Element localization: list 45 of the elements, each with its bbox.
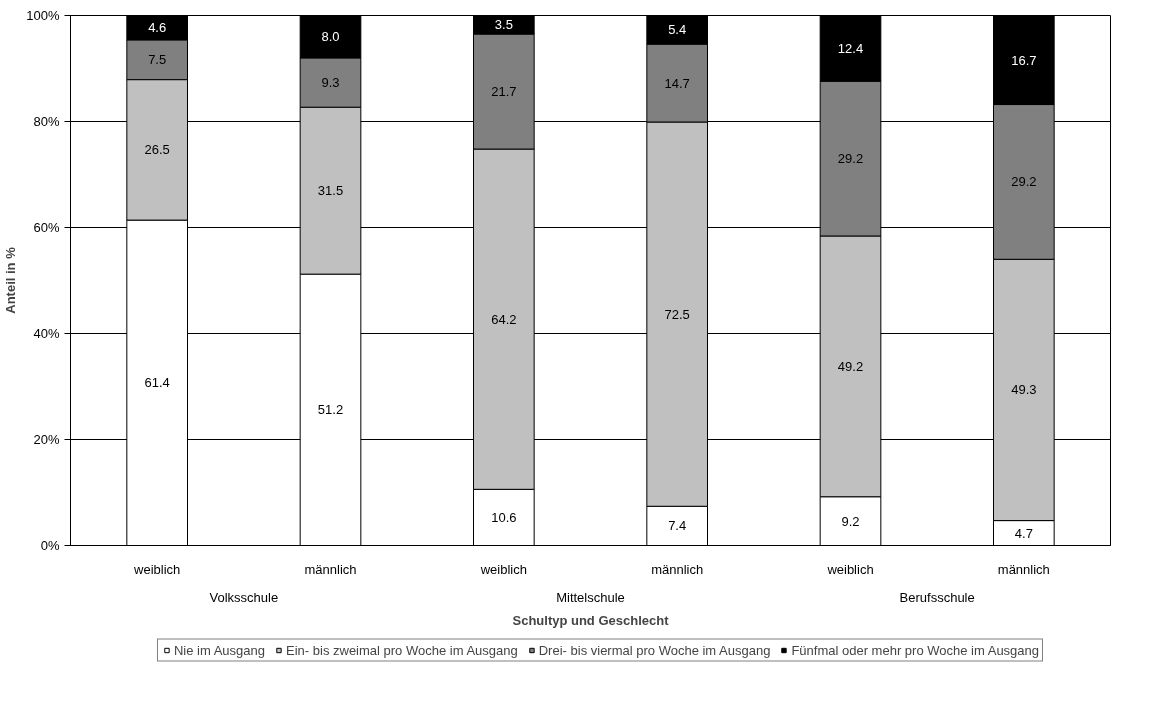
y-tick-label: 20% <box>33 432 60 447</box>
y-tick-label: 40% <box>33 326 60 341</box>
data-label: 16.7 <box>1011 52 1037 68</box>
y-axis-title: Anteil in % <box>3 246 19 314</box>
data-label: 10.6 <box>491 509 517 525</box>
category-label: Berufsschule <box>899 589 975 605</box>
data-label: 72.5 <box>664 306 690 322</box>
category-label: weiblich <box>134 561 181 577</box>
data-label: 21.7 <box>491 84 517 100</box>
category-label: weiblich <box>827 561 874 577</box>
category-label: männlich <box>651 561 704 577</box>
data-label: 14.7 <box>664 75 690 91</box>
legend-label: Nie im Ausgang <box>173 642 266 658</box>
category-label: Volksschule <box>209 589 279 605</box>
data-label: 31.5 <box>317 183 344 199</box>
data-label: 5.4 <box>668 22 687 38</box>
data-label: 51.2 <box>317 402 344 418</box>
data-label: 12.4 <box>837 40 864 56</box>
category-label: Mittelschule <box>556 589 625 605</box>
legend-label: Fünfmal oder mehr pro Woche im Ausgang <box>791 642 1040 658</box>
y-tick-label: 60% <box>33 220 60 235</box>
data-label: 29.2 <box>1011 174 1037 190</box>
data-label: 4.7 <box>1014 525 1033 541</box>
data-label: 7.5 <box>148 52 167 68</box>
data-label: 3.5 <box>494 17 513 33</box>
category-label: männlich <box>304 561 357 577</box>
category-label: männlich <box>997 561 1050 577</box>
y-tick-label: 0% <box>40 538 60 553</box>
data-label: 61.4 <box>144 375 170 391</box>
data-label: 9.2 <box>841 513 860 529</box>
data-label: 64.2 <box>491 311 517 327</box>
data-label: 7.4 <box>668 518 687 534</box>
data-label: 4.6 <box>148 20 167 36</box>
data-label: 9.3 <box>321 75 340 91</box>
y-tick-label: 80% <box>33 114 60 129</box>
y-tick-label: 100% <box>26 8 60 23</box>
legend-label: Drei- bis viermal pro Woche im Ausgang <box>538 642 771 658</box>
category-label: weiblich <box>480 561 527 577</box>
data-label: 26.5 <box>144 142 170 158</box>
data-label: 49.2 <box>837 358 864 374</box>
legend-label: Ein- bis zweimal pro Woche im Ausgang <box>286 642 518 658</box>
data-label: 29.2 <box>837 151 864 167</box>
x-axis-title: Schultyp und Geschlecht <box>512 612 670 628</box>
data-label: 49.3 <box>1011 382 1037 398</box>
data-label: 8.0 <box>321 29 340 45</box>
